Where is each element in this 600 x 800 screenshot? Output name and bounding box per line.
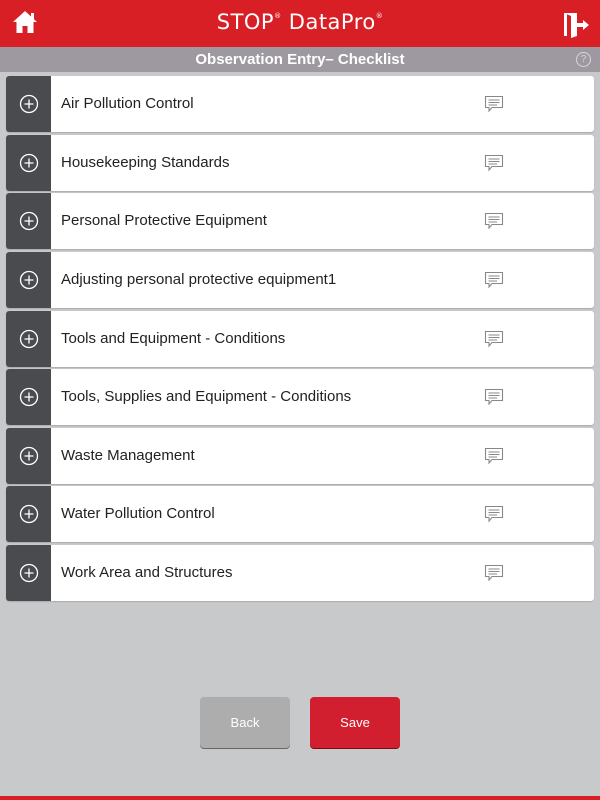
checklist-item[interactable]: Waste Management (6, 427, 594, 484)
checklist-item-label: Tools and Equipment - Conditions (61, 329, 286, 347)
app-header: STOP® DataPro® (0, 0, 600, 47)
comment-icon[interactable] (474, 428, 594, 484)
save-button[interactable]: Save (310, 697, 400, 748)
checklist-item-label: Waste Management (61, 446, 195, 464)
checklist-item[interactable]: Adjusting personal protective equipment1 (6, 251, 594, 308)
help-icon[interactable]: ? (576, 52, 591, 67)
expand-plus-icon[interactable] (6, 427, 51, 484)
app-logo: STOP® DataPro® (216, 10, 384, 34)
checklist-item-label: Housekeeping Standards (61, 153, 230, 171)
checklist-item[interactable]: Housekeeping Standards (6, 134, 594, 191)
checklist-item-label: Air Pollution Control (61, 95, 194, 112)
comment-icon[interactable] (474, 369, 594, 425)
checklist-item-label: Personal Protective Equipment (61, 212, 267, 230)
checklist-item-label: Tools, Supplies and Equipment - Conditio… (61, 388, 352, 406)
checklist-item-label: Water Pollution Control (61, 505, 215, 523)
logout-icon[interactable] (562, 12, 590, 43)
expand-plus-icon[interactable] (6, 369, 51, 426)
comment-icon[interactable] (474, 311, 594, 367)
expand-plus-icon[interactable] (6, 251, 51, 308)
checklist-item[interactable]: Work Area and Structures (6, 545, 594, 602)
comment-icon[interactable] (474, 545, 594, 601)
checklist: Air Pollution Control Housekeeping Stand… (6, 76, 594, 604)
checklist-item-label: Work Area and Structures (61, 564, 233, 582)
comment-icon[interactable] (474, 193, 594, 249)
expand-plus-icon[interactable] (6, 134, 51, 191)
expand-plus-icon[interactable] (6, 545, 51, 602)
page-title-bar: Observation Entry– Checklist ? (0, 47, 600, 72)
comment-icon[interactable] (474, 486, 594, 542)
checklist-item[interactable]: Personal Protective Equipment (6, 193, 594, 250)
checklist-item-label: Adjusting personal protective equipment1 (61, 270, 337, 288)
back-button[interactable]: Back (200, 697, 290, 748)
expand-plus-icon[interactable] (6, 76, 51, 132)
checklist-item[interactable]: Air Pollution Control (6, 76, 594, 132)
checklist-item[interactable]: Tools and Equipment - Conditions (6, 310, 594, 367)
comment-icon[interactable] (474, 76, 594, 132)
bottom-bar (0, 796, 600, 800)
comment-icon[interactable] (474, 135, 594, 191)
expand-plus-icon[interactable] (6, 193, 51, 250)
expand-plus-icon[interactable] (6, 310, 51, 367)
expand-plus-icon[interactable] (6, 486, 51, 543)
checklist-item[interactable]: Tools, Supplies and Equipment - Conditio… (6, 369, 594, 426)
page-title: Observation Entry– Checklist (195, 51, 405, 68)
comment-icon[interactable] (474, 252, 594, 308)
home-icon[interactable] (12, 10, 38, 39)
checklist-item[interactable]: Water Pollution Control (6, 486, 594, 543)
